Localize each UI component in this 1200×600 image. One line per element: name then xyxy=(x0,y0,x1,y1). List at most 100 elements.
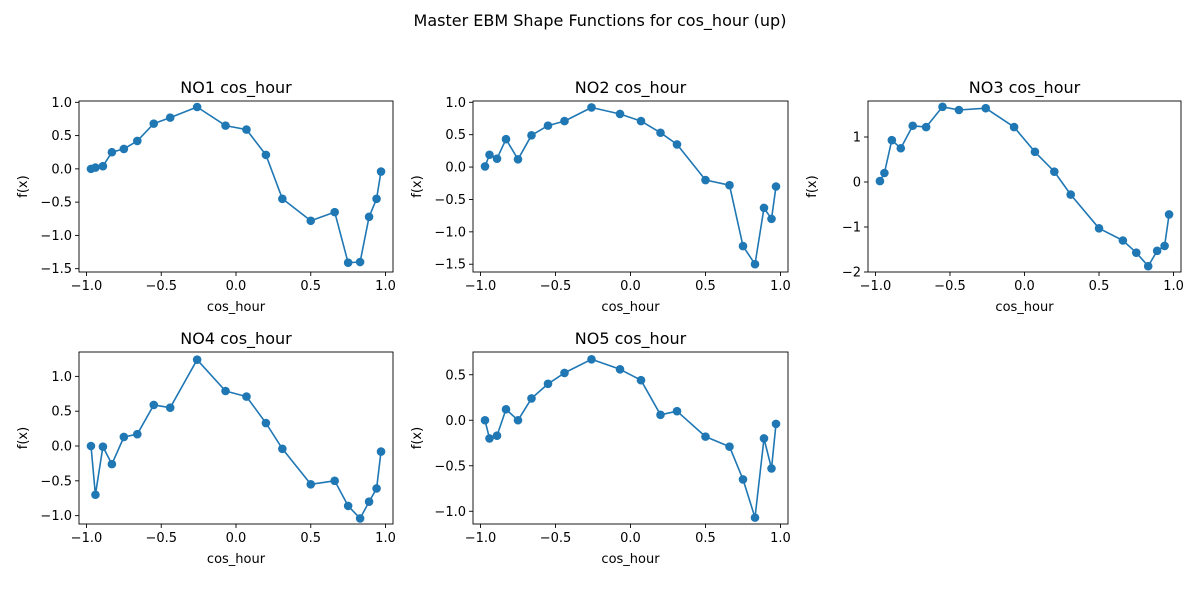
x-tick-label: −0.5 xyxy=(540,279,572,294)
data-point xyxy=(908,121,918,131)
data-point xyxy=(86,441,96,451)
x-tick-label: 1.0 xyxy=(375,279,396,294)
series-line xyxy=(90,106,382,264)
data-point xyxy=(1152,246,1162,256)
y-axis-label: f(x) xyxy=(16,427,31,449)
figure-suptitle: Master EBM Shape Functions for cos_hour … xyxy=(414,11,787,31)
y-tick-label: −1.0 xyxy=(434,225,466,240)
data-point xyxy=(107,459,117,469)
x-tick-label: 0.0 xyxy=(226,279,247,294)
data-point xyxy=(355,514,365,523)
data-point xyxy=(1094,224,1104,233)
data-point xyxy=(513,154,523,164)
data-point xyxy=(560,116,569,126)
data-point xyxy=(615,364,625,374)
data-point xyxy=(480,415,490,425)
y-axis-label: f(x) xyxy=(410,175,425,197)
data-point xyxy=(725,442,734,451)
subplot-grid: NO1 cos_hour −1.0 −0.5 0.0 0.5 1.0 −1.5 −1.0 −0.… xyxy=(16,78,1184,567)
y-tick-label: −0.5 xyxy=(40,196,72,211)
data-point xyxy=(725,180,734,190)
data-point xyxy=(1030,147,1040,157)
data-point xyxy=(759,434,769,443)
x-axis-label: cos_hour xyxy=(207,552,266,567)
x-tick-label: 0.0 xyxy=(226,531,247,546)
data-point xyxy=(376,167,386,176)
data-point xyxy=(261,418,271,428)
data-point xyxy=(656,410,665,420)
y-tick-label: 0.5 xyxy=(445,128,466,143)
data-point xyxy=(343,258,353,267)
data-point xyxy=(636,116,646,126)
y-tick-label: −1.5 xyxy=(40,262,72,277)
data-point xyxy=(91,163,100,172)
data-point xyxy=(165,403,175,413)
data-point xyxy=(278,194,287,204)
axes-frame xyxy=(78,100,394,273)
data-point xyxy=(656,128,665,138)
data-point xyxy=(896,143,906,153)
data-point xyxy=(133,429,142,439)
data-point xyxy=(343,501,353,511)
data-point xyxy=(119,144,129,154)
x-tick-label: −0.5 xyxy=(934,279,966,294)
subplot-no3: NO3 cos_hour −1.0 −0.5 0.0 0.5 1.0 −2 −1 0 1 cos_h… xyxy=(805,78,1184,315)
data-point xyxy=(364,497,374,507)
x-tick-label: 1.0 xyxy=(770,531,791,546)
y-tick-label: 1.0 xyxy=(445,96,466,111)
data-point xyxy=(767,214,776,224)
data-point xyxy=(364,212,374,222)
y-tick-label: 0.5 xyxy=(51,405,72,420)
x-tick-label: −0.5 xyxy=(540,531,572,546)
data-point xyxy=(1050,167,1059,176)
data-point xyxy=(501,405,511,414)
data-point xyxy=(306,480,316,489)
x-tick-label: −1.0 xyxy=(860,279,892,294)
y-tick-label: 0.0 xyxy=(51,162,72,177)
series-line xyxy=(90,358,382,520)
x-tick-label: 0.5 xyxy=(695,279,716,294)
y-tick-label: 0.0 xyxy=(51,440,72,455)
data-point xyxy=(355,257,365,267)
data-point xyxy=(767,464,776,473)
x-tick-label: 0.5 xyxy=(695,531,716,546)
data-point xyxy=(543,379,553,389)
y-axis-label: f(x) xyxy=(410,427,425,449)
data-point xyxy=(485,150,494,160)
data-point xyxy=(376,447,386,456)
y-axis-label: f(x) xyxy=(16,175,31,197)
x-tick-label: −0.5 xyxy=(145,279,177,294)
data-point xyxy=(330,476,339,486)
data-point xyxy=(119,432,129,442)
x-tick-label: −1.0 xyxy=(465,531,497,546)
data-point xyxy=(91,490,100,500)
axes-frame xyxy=(78,351,394,525)
data-point xyxy=(738,241,748,251)
data-point xyxy=(221,386,230,396)
subplot-title: NO4 cos_hour xyxy=(180,329,292,349)
y-tick-label: 1.0 xyxy=(51,370,72,385)
x-tick-label: −1.0 xyxy=(71,531,103,546)
data-point xyxy=(107,147,117,157)
x-tick-label: 0.0 xyxy=(620,531,641,546)
data-point xyxy=(560,368,569,378)
y-tick-label: 0.5 xyxy=(51,129,72,144)
data-point xyxy=(701,432,710,441)
x-tick-label: 1.0 xyxy=(770,279,791,294)
data-point xyxy=(636,375,646,385)
y-tick-label: −1.5 xyxy=(434,258,466,273)
data-point xyxy=(221,121,230,130)
axes-frame xyxy=(472,351,789,525)
data-point xyxy=(492,431,502,441)
data-point xyxy=(513,415,523,425)
data-point xyxy=(192,355,202,364)
y-tick-label: −1.0 xyxy=(40,229,72,244)
subplot-title: NO5 cos_hour xyxy=(575,329,687,349)
subplot-title: NO3 cos_hour xyxy=(969,78,1081,98)
x-axis-label: cos_hour xyxy=(207,300,266,315)
subplot-title: NO1 cos_hour xyxy=(180,78,292,98)
data-point xyxy=(133,136,142,146)
subplot-no1: NO1 cos_hour −1.0 −0.5 0.0 0.5 1.0 −1.5 −1.0 −0.… xyxy=(16,78,396,315)
